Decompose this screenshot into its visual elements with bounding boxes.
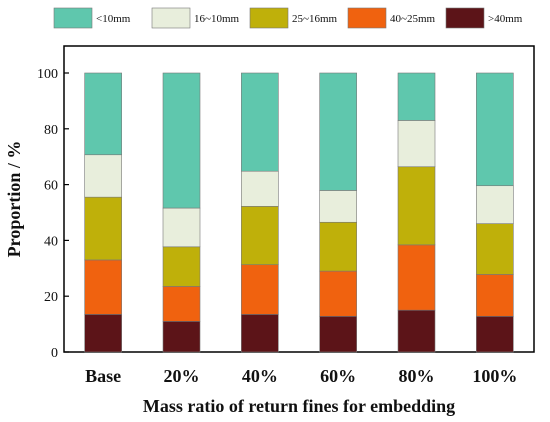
legend: <10mm 16~10mm 25~16mm 40~25mm >40mm: [53, 7, 523, 29]
x-tick-label: 80%: [399, 366, 435, 386]
bar-segment-16-to-10mm-base: [84, 154, 122, 198]
bar-segment-lt-10mm-20pct: [162, 72, 201, 209]
bar-segment-40-to-25mm-60pct: [319, 270, 357, 317]
bar-segment-gt-40mm-80pct: [397, 309, 436, 353]
bar-segment-25-to-16mm-base: [84, 196, 122, 261]
y-tick-label: 20: [44, 290, 58, 305]
bar-segment-40-to-25mm-100pct: [476, 274, 514, 317]
legend-label-40-to-25mm: 40~25mm: [390, 13, 436, 25]
bar-segment-25-to-16mm-20pct: [162, 246, 201, 287]
bar-segment-gt-40mm-base: [84, 314, 122, 353]
bar-segment-lt-10mm-80pct: [397, 72, 436, 121]
bar-segment-40-to-25mm-80pct: [397, 244, 436, 311]
bar-segment-40-to-25mm-40pct: [241, 264, 279, 315]
bar-segment-gt-40mm-100pct: [476, 315, 514, 353]
x-tick-label: 40%: [242, 366, 278, 386]
bar-segment-25-to-16mm-100pct: [476, 223, 514, 275]
bar-segment-lt-10mm-60pct: [319, 72, 357, 191]
y-tick-label: 60: [44, 179, 58, 194]
legend-swatch-lt-10mm: [53, 7, 93, 29]
x-tick-label: 60%: [320, 366, 356, 386]
legend-label-25-to-16mm: 25~16mm: [292, 13, 338, 25]
y-tick-label: 100: [37, 67, 58, 82]
bar-segment-lt-10mm-100pct: [476, 72, 514, 187]
bar-segment-gt-40mm-40pct: [241, 314, 279, 353]
y-tick-label: 80: [44, 123, 58, 138]
x-axis-title: Mass ratio of return fines for embedding: [143, 396, 455, 416]
legend-label-16-to-10mm: 16~10mm: [194, 13, 240, 25]
legend-label-lt-10mm: <10mm: [96, 13, 131, 25]
legend-swatch-gt-40mm: [445, 7, 485, 29]
bars: [84, 72, 514, 353]
x-tick-label: 20%: [164, 366, 200, 386]
x-axis-ticks: Base 20% 40% 60% 80% 100%: [85, 366, 517, 386]
bar-segment-40-to-25mm-base: [84, 259, 122, 315]
x-tick-label: 100%: [472, 366, 517, 386]
legend-swatch-16-to-10mm: [151, 7, 191, 29]
bar-segment-25-to-16mm-80pct: [397, 166, 436, 246]
bar-segment-gt-40mm-60pct: [319, 315, 357, 353]
bar-segment-25-to-16mm-60pct: [319, 221, 357, 272]
bar-segment-16-to-10mm-40pct: [241, 170, 279, 207]
bar-segment-16-to-10mm-20pct: [162, 207, 201, 248]
bar-segment-25-to-16mm-40pct: [241, 206, 279, 265]
legend-swatch-25-to-16mm: [249, 7, 289, 29]
x-tick-label: Base: [85, 366, 121, 386]
bar-segment-16-to-10mm-60pct: [319, 190, 357, 223]
bar-segment-lt-10mm-base: [84, 72, 122, 156]
y-axis-ticks: 0 20 40 60 80 100: [37, 67, 69, 361]
y-axis-title: Proportion / %: [4, 141, 24, 258]
legend-label-gt-40mm: >40mm: [488, 13, 523, 25]
bar-segment-16-to-10mm-80pct: [397, 120, 436, 168]
bar-segment-gt-40mm-20pct: [162, 321, 201, 353]
bar-segment-lt-10mm-40pct: [241, 72, 279, 172]
bar-segment-40-to-25mm-20pct: [162, 286, 201, 322]
legend-swatch-40-to-25mm: [347, 7, 387, 29]
y-tick-label: 0: [51, 346, 58, 361]
plot-frame: [63, 45, 535, 353]
bar-segment-16-to-10mm-100pct: [476, 185, 514, 224]
y-tick-label: 40: [44, 234, 58, 249]
